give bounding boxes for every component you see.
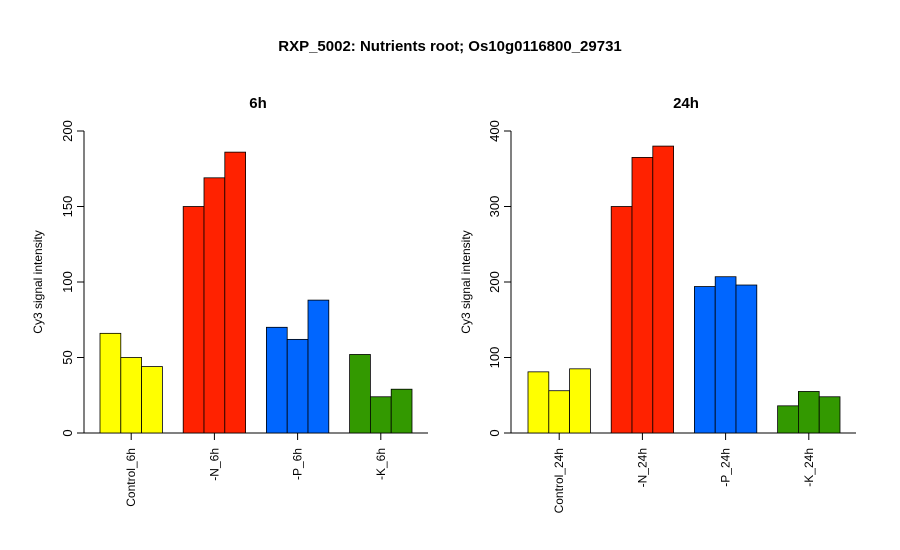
y-tick-label: 400 bbox=[487, 120, 502, 142]
category-label: -P_6h bbox=[291, 448, 305, 480]
bar bbox=[203, 177, 226, 434]
bar bbox=[735, 284, 758, 434]
bar bbox=[265, 326, 288, 434]
bar bbox=[569, 368, 591, 434]
category-label: -K_6h bbox=[374, 448, 388, 480]
y-tick-label: 200 bbox=[487, 271, 502, 293]
y-axis-label: Cy3 signal intensity bbox=[459, 230, 473, 333]
bar bbox=[390, 388, 413, 434]
bar bbox=[369, 396, 392, 434]
panel-title: 6h bbox=[249, 95, 267, 112]
bar bbox=[548, 390, 570, 434]
bar bbox=[182, 206, 205, 434]
bar bbox=[286, 338, 309, 434]
bar bbox=[652, 145, 674, 434]
category-label: -K_24h bbox=[802, 448, 816, 487]
category-label: Control_6h bbox=[124, 448, 138, 507]
category-label: -N_6h bbox=[207, 448, 221, 481]
bar bbox=[694, 286, 716, 434]
y-tick-label: 200 bbox=[60, 120, 75, 142]
bar bbox=[610, 206, 633, 434]
bar bbox=[349, 354, 371, 434]
y-tick-label: 50 bbox=[60, 350, 75, 364]
category-label: Control_24h bbox=[552, 448, 566, 513]
bar bbox=[224, 151, 247, 434]
bar bbox=[120, 357, 143, 434]
y-tick-label: 0 bbox=[60, 429, 75, 436]
bar bbox=[798, 391, 820, 434]
bar bbox=[99, 332, 122, 434]
bar bbox=[527, 371, 550, 434]
panel-title: 24h bbox=[673, 95, 699, 112]
bar bbox=[307, 299, 330, 434]
bar bbox=[818, 396, 841, 434]
bar bbox=[631, 157, 654, 434]
y-tick-label: 0 bbox=[487, 429, 502, 436]
y-tick-label: 100 bbox=[60, 271, 75, 293]
category-label: -N_24h bbox=[635, 448, 649, 487]
bar bbox=[141, 366, 163, 434]
y-tick-label: 300 bbox=[487, 196, 502, 218]
y-axis-label: Cy3 signal intensity bbox=[31, 230, 45, 333]
category-label: -P_24h bbox=[719, 448, 733, 487]
y-tick-label: 100 bbox=[487, 347, 502, 369]
figure-title: RXP_5002: Nutrients root; Os10g0116800_2… bbox=[278, 38, 622, 55]
bar bbox=[777, 405, 799, 434]
y-tick-label: 150 bbox=[60, 196, 75, 218]
bar bbox=[714, 276, 737, 434]
